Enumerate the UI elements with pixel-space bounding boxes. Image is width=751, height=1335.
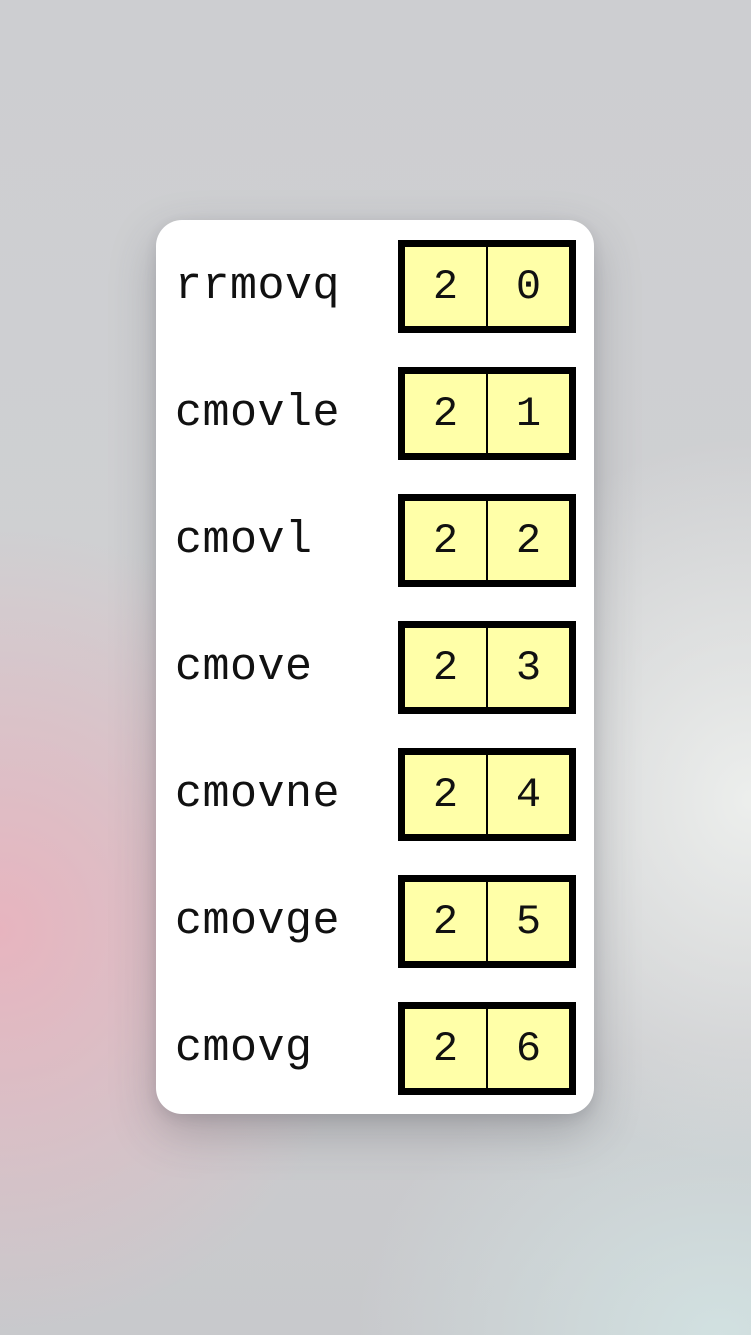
encoding-byte: 2 1 — [398, 367, 576, 460]
instruction-mnemonic: cmove — [175, 642, 313, 693]
icode-nibble: 2 — [405, 882, 488, 961]
instruction-mnemonic: cmovg — [175, 1023, 313, 1074]
encoding-byte: 2 2 — [398, 494, 576, 587]
instruction-row-cmovge: cmovge 2 5 — [156, 875, 594, 968]
instruction-row-cmovg: cmovg 2 6 — [156, 1002, 594, 1095]
instruction-mnemonic: cmovne — [175, 769, 341, 820]
ifun-nibble: 1 — [515, 389, 542, 438]
instruction-list: rrmovq 2 0 cmovle 2 1 cmovl 2 2 cmove 2 — [156, 240, 594, 1129]
instruction-mnemonic: rrmovq — [175, 261, 341, 312]
instruction-row-cmovle: cmovle 2 1 — [156, 367, 594, 460]
encoding-byte: 2 6 — [398, 1002, 576, 1095]
instruction-encoding-card: rrmovq 2 0 cmovle 2 1 cmovl 2 2 cmove 2 — [156, 220, 594, 1114]
ifun-nibble: 5 — [515, 897, 542, 946]
encoding-byte: 2 5 — [398, 875, 576, 968]
icode-nibble: 2 — [405, 374, 488, 453]
encoding-byte: 2 4 — [398, 748, 576, 841]
instruction-mnemonic: cmovle — [175, 388, 341, 439]
encoding-byte: 2 0 — [398, 240, 576, 333]
instruction-row-rrmovq: rrmovq 2 0 — [156, 240, 594, 333]
icode-nibble: 2 — [405, 247, 488, 326]
encoding-byte: 2 3 — [398, 621, 576, 714]
instruction-row-cmove: cmove 2 3 — [156, 621, 594, 714]
ifun-nibble: 6 — [515, 1024, 542, 1073]
ifun-nibble: 4 — [515, 770, 542, 819]
instruction-row-cmovne: cmovne 2 4 — [156, 748, 594, 841]
instruction-mnemonic: cmovl — [175, 515, 313, 566]
icode-nibble: 2 — [405, 501, 488, 580]
ifun-nibble: 2 — [515, 516, 542, 565]
icode-nibble: 2 — [405, 1009, 488, 1088]
ifun-nibble: 3 — [515, 643, 542, 692]
ifun-nibble: 0 — [515, 262, 542, 311]
icode-nibble: 2 — [405, 755, 488, 834]
icode-nibble: 2 — [405, 628, 488, 707]
instruction-mnemonic: cmovge — [175, 896, 341, 947]
instruction-row-cmovl: cmovl 2 2 — [156, 494, 594, 587]
